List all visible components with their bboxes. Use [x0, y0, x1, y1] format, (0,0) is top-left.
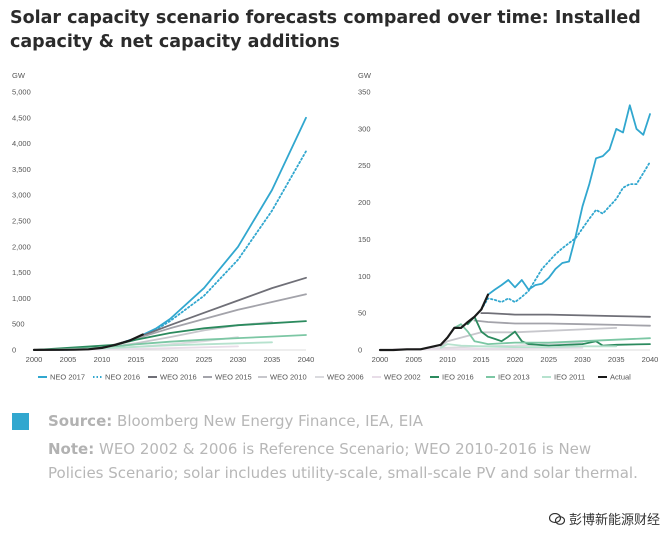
- right-ytick-label: 50: [358, 309, 366, 318]
- legend-label: NEO 2017: [50, 373, 85, 382]
- right-ytick-label: 200: [358, 198, 371, 207]
- source-label: Source:: [48, 412, 113, 430]
- legend-label: WEO 2015: [215, 373, 252, 382]
- left-ytick-label: 5,000: [12, 88, 31, 97]
- right-series-ieo-2011: [439, 343, 618, 349]
- right-xtick-label: 2010: [439, 355, 456, 364]
- right-series-neo-2017: [480, 104, 651, 311]
- chart-panel: GW 0 500 1,000 1,500 2,000 2,500 3,000 3,500 4,00…: [6, 64, 666, 394]
- right-xtick-label: 2000: [372, 355, 389, 364]
- left-ytick-label: 1,500: [12, 268, 31, 277]
- legend-label: WEO 2010: [270, 373, 307, 382]
- right-xtick-label: 2020: [507, 355, 524, 364]
- left-xtick-label: 2020: [162, 355, 179, 364]
- left-ytick-label: 3,500: [12, 165, 31, 174]
- left-ytick-label: 0: [12, 346, 16, 355]
- left-xtick-label: 2035: [264, 355, 281, 364]
- source-text: Bloomberg New Energy Finance, IEA, EIA: [117, 412, 423, 430]
- right-series-ieo-2013: [453, 323, 651, 346]
- left-xtick-label: 2030: [230, 355, 247, 364]
- right-ylabel: GW: [358, 71, 372, 80]
- right-ytick-label: 300: [358, 124, 371, 133]
- legend-label: WEO 2006: [327, 373, 364, 382]
- left-xtick-label: 2025: [196, 355, 213, 364]
- chart-legend: NEO 2017 NEO 2016 WEO 2016 WEO 2015 WEO 2010…: [38, 373, 631, 382]
- right-series-weo-2015: [473, 319, 651, 327]
- right-xtick-label: 2030: [574, 355, 591, 364]
- left-series-actual: [32, 333, 144, 351]
- right-xtick-label: 2040: [642, 355, 659, 364]
- right-ytick-label: 350: [358, 88, 371, 97]
- note-label: Note:: [48, 440, 95, 458]
- legend-label: WEO 2016: [160, 373, 197, 382]
- installed-capacity-chart: GW 0 500 1,000 1,500 2,000 2,500 3,000 3,500 4,00…: [12, 71, 314, 364]
- left-series-weo-2016: [33, 276, 307, 351]
- left-ytick-label: 3,000: [12, 191, 31, 200]
- left-ytick-label: 2,500: [12, 217, 31, 226]
- charts-svg: GW05001,0001,5002,0002,5003,0003,5004,00…: [12, 71, 658, 382]
- net-additions-chart: GW 0 50 100 150 200 250 300 350 2000 2005 2010 2015 2…: [358, 71, 658, 364]
- legend-label: IEO 2011: [554, 373, 585, 382]
- left-ytick-label: 2,000: [12, 242, 31, 251]
- right-ytick-label: 150: [358, 235, 371, 244]
- legend-label: Actual: [610, 373, 631, 382]
- left-ytick-label: 1,000: [12, 294, 31, 303]
- left-xtick-label: 2005: [60, 355, 77, 364]
- right-series-neo-2016: [480, 161, 651, 311]
- wechat-icon: [548, 513, 565, 525]
- right-ytick-label: 0: [358, 346, 362, 355]
- source-note: Source: Bloomberg New Energy Finance, IE…: [12, 406, 652, 531]
- left-ytick-label: 4,500: [12, 113, 31, 122]
- left-series-neo-2016: [33, 150, 307, 351]
- left-series-neo-2017: [33, 116, 307, 351]
- legend-label: WEO 2002: [384, 373, 421, 382]
- legend-label: NEO 2016: [105, 373, 140, 382]
- accent-square: [12, 413, 29, 430]
- chart-title: Solar capacity scenario forecasts compar…: [10, 8, 641, 52]
- right-xtick-label: 2015: [473, 355, 490, 364]
- watermark-text: 彭博新能源财经: [568, 513, 660, 528]
- right-series-actual: [378, 293, 490, 352]
- left-xtick-label: 2015: [128, 355, 145, 364]
- left-xtick-label: 2040: [298, 355, 315, 364]
- right-series-weo-2016: [480, 312, 651, 318]
- right-xtick-label: 2005: [405, 355, 422, 364]
- right-xtick-label: 2035: [608, 355, 625, 364]
- note-text: WEO 2002 & 2006 is Reference Scenario; W…: [48, 440, 638, 482]
- note-line: Note: WEO 2002 & 2006 is Reference Scena…: [48, 438, 648, 485]
- left-xtick-label: 2000: [26, 355, 43, 364]
- right-ytick-label: 250: [358, 161, 371, 170]
- right-xtick-label: 2025: [540, 355, 557, 364]
- left-ytick-label: 4,000: [12, 139, 31, 148]
- source-line: Source: Bloomberg New Energy Finance, IE…: [48, 410, 648, 434]
- right-ytick-label: 100: [358, 272, 371, 281]
- left-ytick-label: 500: [12, 320, 25, 329]
- watermark: 彭博新能源财经: [544, 507, 664, 530]
- legend-label: IEO 2016: [442, 373, 474, 382]
- right-series-ieo-2016: [466, 315, 651, 347]
- left-ylabel: GW: [12, 71, 26, 80]
- legend-label: IEO 2013: [498, 373, 530, 382]
- left-xtick-label: 2010: [94, 355, 111, 364]
